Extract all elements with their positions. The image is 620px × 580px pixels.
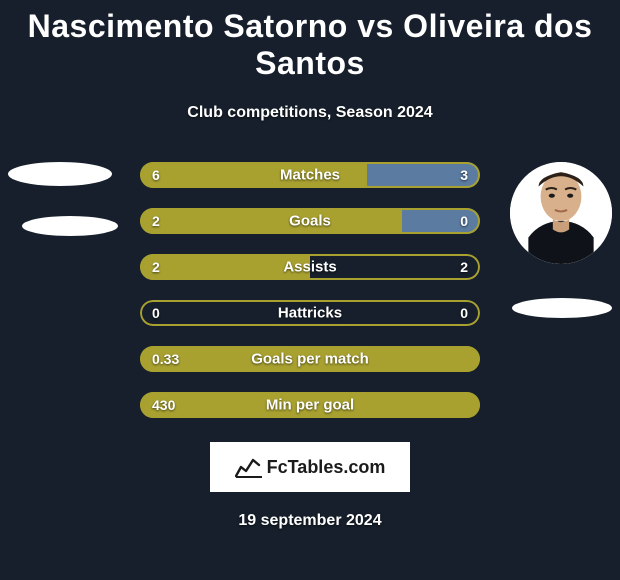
stats-bars: Matches63Goals20Assists22Hattricks00Goal… <box>140 162 480 418</box>
stat-fill-left <box>140 392 480 418</box>
stat-row: Hattricks0 0 <box>140 300 480 326</box>
fctables-icon <box>235 456 263 478</box>
avatar-icon <box>510 162 612 264</box>
date-label: 19 september 2024 <box>0 512 620 530</box>
player-left-ellipse-1 <box>8 162 112 186</box>
stat-row: Goals per match0.33 <box>140 346 480 372</box>
page-subtitle: Club competitions, Season 2024 <box>0 104 620 122</box>
stat-value-left: 430 <box>152 397 175 413</box>
stat-value-right: 2 <box>460 259 468 275</box>
player-left-ellipse-2 <box>22 216 118 236</box>
comparison-panel: Matches63Goals20Assists22Hattricks00Goal… <box>0 162 620 530</box>
stat-fill-left <box>140 254 310 280</box>
player-right-avatar <box>510 162 612 264</box>
stat-fill-right <box>402 208 480 234</box>
stat-value-right: 0 <box>460 213 468 229</box>
stat-row: Min per goal430 <box>140 392 480 418</box>
page-title: Nascimento Satorno vs Oliveira dos Santo… <box>0 0 620 82</box>
stat-row: Matches63 <box>140 162 480 188</box>
player-right-shadow <box>512 298 612 318</box>
stat-value-right: 3 <box>460 167 468 183</box>
stat-fill-left <box>140 346 480 372</box>
stat-row: Assists22 <box>140 254 480 280</box>
stat-border <box>140 300 480 326</box>
source-logo: FcTables.com <box>210 442 410 492</box>
source-logo-text: FcTables.com <box>267 457 386 478</box>
stat-value-left: 0 <box>152 305 160 321</box>
stat-value-right: 0 <box>460 305 468 321</box>
stat-value-left: 6 <box>152 167 160 183</box>
stat-row: Goals20 <box>140 208 480 234</box>
stat-fill-left <box>140 162 367 188</box>
stat-value-left: 0.33 <box>152 351 179 367</box>
stat-fill-left <box>140 208 402 234</box>
stat-label: Hattricks <box>140 305 480 322</box>
stat-value-left: 2 <box>152 259 160 275</box>
stat-value-left: 2 <box>152 213 160 229</box>
